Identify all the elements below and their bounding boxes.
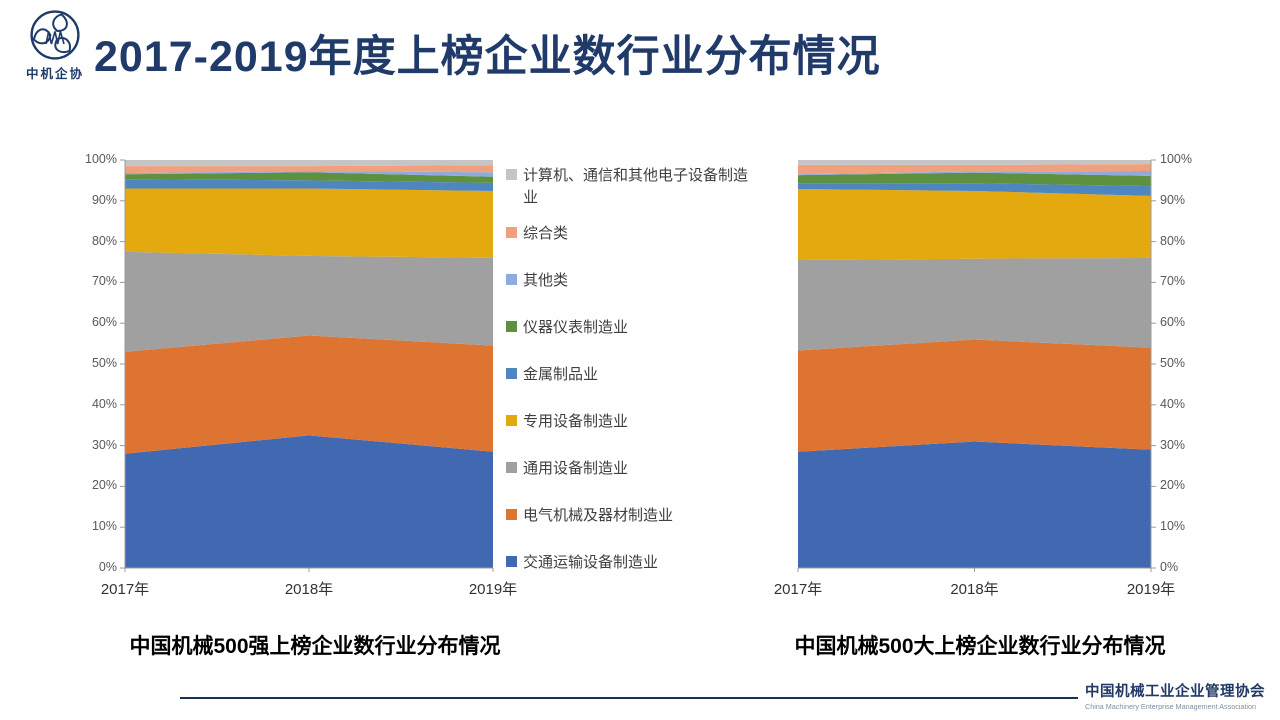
- area-series: [798, 257, 1151, 351]
- y-tick-label: 50%: [91, 356, 117, 370]
- footer-org-name-en: China Machinery Enterprise Management As…: [1085, 702, 1256, 711]
- y-tick-label: 40%: [1160, 396, 1186, 411]
- area-series: [125, 179, 493, 192]
- footer-divider: [180, 697, 1078, 699]
- left-chart-caption: 中国机械500强上榜企业数行业分布情况: [129, 635, 501, 658]
- legend-label: 计算机、通信和其他电子设备制造业: [523, 167, 749, 206]
- y-tick-label: 100%: [1160, 152, 1192, 166]
- area-series: [125, 251, 493, 352]
- area-series: [125, 188, 493, 258]
- y-tick-label: 40%: [91, 396, 117, 411]
- y-tick-label: 80%: [1160, 233, 1186, 248]
- legend-label: 仪器仪表制造业: [523, 319, 629, 336]
- legend-item: 仪器仪表制造业: [506, 317, 770, 364]
- legend-item: 金属制品业: [506, 364, 770, 411]
- y-tick-label: 90%: [1160, 192, 1186, 207]
- legend-item: 计算机、通信和其他电子设备制造业: [506, 165, 770, 223]
- y-tick-label: 10%: [91, 519, 117, 534]
- legend-swatch-icon: [506, 227, 517, 238]
- area-series: [798, 171, 1151, 176]
- legend-swatch-icon: [506, 368, 517, 379]
- y-tick-label: 0%: [1160, 560, 1179, 574]
- legend-item: 通用设备制造业: [506, 458, 770, 505]
- chart-legend: 计算机、通信和其他电子设备制造业综合类其他类仪器仪表制造业 金属制品业专用设备制造…: [506, 165, 770, 599]
- x-tick-label: 2018年: [284, 581, 334, 598]
- legend-label: 通用设备制造业: [523, 460, 629, 477]
- left-chart-y-axis-labels: 0% 10% 20% 30% 40% 50% 60% 70% 80% 90% 100%: [68, 152, 117, 574]
- x-tick-label: 2017年: [773, 581, 823, 598]
- area-series: [798, 172, 1151, 187]
- x-tick-label: 2019年: [468, 581, 518, 598]
- cmea-logo-icon: [30, 10, 80, 60]
- logo-text: 中机企协: [25, 67, 84, 81]
- legend-swatch-icon: [506, 509, 517, 520]
- left-chart-x-axis-labels: 2017年 2018年 2019年: [101, 578, 517, 600]
- area-series: [125, 435, 493, 568]
- legend-label: 交通运输设备制造业: [523, 554, 659, 571]
- legend-label: 金属制品业: [523, 366, 599, 383]
- area-series: [798, 188, 1151, 260]
- y-tick-label: 50%: [1160, 356, 1186, 370]
- legend-item: 综合类: [506, 223, 770, 270]
- footer-org-name-cn: 中国机械工业企业管理协会: [1085, 684, 1265, 700]
- y-tick-label: 80%: [91, 233, 117, 248]
- area-series: [798, 160, 1151, 165]
- legend-swatch-icon: [506, 169, 517, 180]
- legend-item: 专用设备制造业: [506, 411, 770, 458]
- y-tick-label: 90%: [91, 192, 117, 207]
- right-stacked-area-chart: [797, 159, 1156, 572]
- area-series: [125, 171, 493, 177]
- right-chart-y-axis-labels: 0% 10% 20% 30% 40% 50% 60% 70% 80% 90% 100%: [1160, 152, 1209, 574]
- legend-swatch-icon: [506, 415, 517, 426]
- legend-label: 其他类: [523, 272, 569, 289]
- y-tick-label: 30%: [91, 437, 117, 452]
- legend-label: 专用设备制造业: [523, 413, 629, 430]
- right-chart-caption: 中国机械500大上榜企业数行业分布情况: [794, 635, 1166, 658]
- y-tick-label: 30%: [1160, 437, 1186, 452]
- legend-item: 其他类: [506, 270, 770, 317]
- y-tick-label: 70%: [1160, 274, 1186, 289]
- area-series: [798, 164, 1151, 175]
- area-series: [125, 165, 493, 174]
- y-tick-label: 100%: [85, 152, 117, 166]
- footer-organization: 中国机械工业企业管理协会 China Machinery Enterprise …: [1085, 680, 1270, 711]
- area-series: [125, 160, 493, 167]
- area-series: [125, 172, 493, 183]
- x-tick-label: 2019年: [1126, 581, 1176, 598]
- x-tick-label: 2017年: [100, 581, 150, 598]
- y-tick-label: 20%: [1160, 478, 1186, 493]
- page-title: 2017-2019年度上榜企业数行业分布情况: [94, 33, 881, 81]
- area-series: [798, 339, 1151, 452]
- legend-swatch-icon: [506, 462, 517, 473]
- legend-item: 电气机械及器材制造业: [506, 505, 770, 552]
- area-series: [798, 441, 1151, 568]
- y-tick-label: 20%: [91, 478, 117, 493]
- area-series: [125, 335, 493, 454]
- x-tick-label: 2018年: [950, 581, 999, 598]
- y-tick-label: 70%: [91, 274, 117, 289]
- legend-label: 电气机械及器材制造业: [523, 507, 674, 524]
- legend-item: 交通运输设备制造业: [506, 552, 770, 599]
- legend-swatch-icon: [506, 274, 517, 285]
- right-chart-x-axis-labels: 2017年 2018年 2019年: [774, 578, 1175, 600]
- cmea-logo: 中机企协: [22, 8, 88, 82]
- y-tick-label: 10%: [1160, 519, 1186, 534]
- legend-swatch-icon: [506, 556, 517, 567]
- y-tick-label: 60%: [1160, 315, 1186, 330]
- y-tick-label: 0%: [98, 560, 117, 574]
- y-tick-label: 60%: [91, 315, 117, 330]
- left-stacked-area-chart: [120, 159, 494, 572]
- legend-label: 综合类: [523, 225, 569, 242]
- legend-swatch-icon: [506, 321, 517, 332]
- area-series: [798, 183, 1151, 196]
